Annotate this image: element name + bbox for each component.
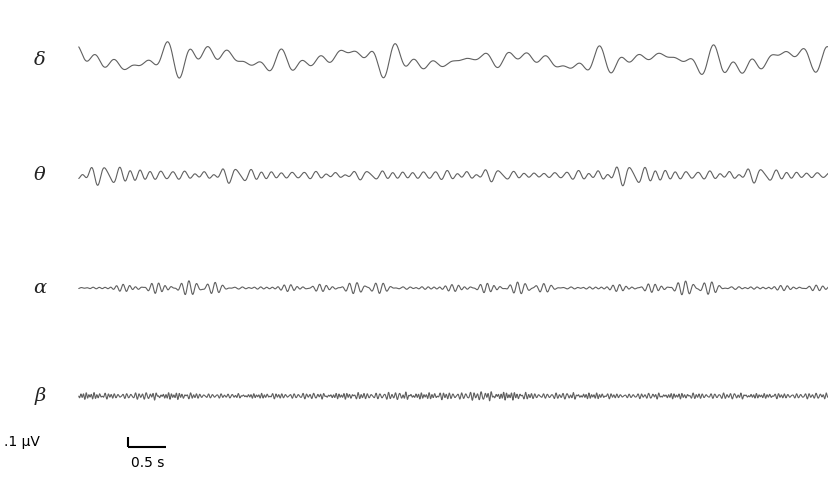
- Text: θ: θ: [34, 166, 46, 184]
- Text: α: α: [33, 279, 46, 297]
- Text: β: β: [34, 387, 46, 405]
- Text: δ: δ: [34, 51, 46, 69]
- Text: .1 μV: .1 μV: [4, 435, 40, 449]
- Text: 0.5 s: 0.5 s: [130, 456, 164, 470]
